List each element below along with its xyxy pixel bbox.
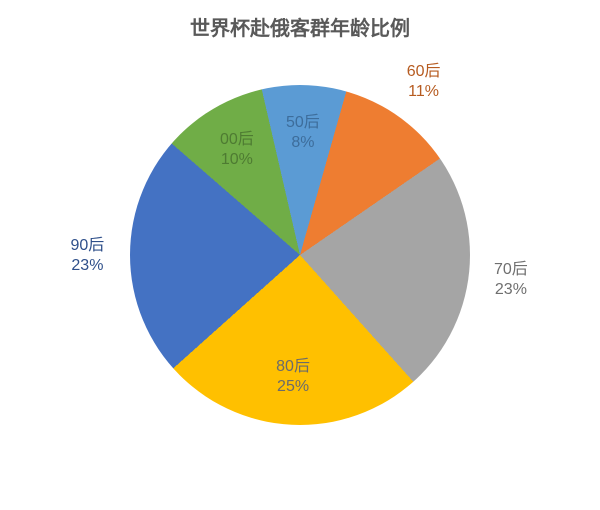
slice-label: 70后23% <box>494 260 528 300</box>
slice-label: 90后23% <box>71 236 105 276</box>
slice-value: 23% <box>71 256 105 276</box>
slice-name: 70后 <box>494 260 528 280</box>
slice-name: 90后 <box>71 236 105 256</box>
chart-title: 世界杯赴俄客群年龄比例 <box>0 12 600 41</box>
pie-wrap <box>130 85 470 425</box>
slice-name: 60后 <box>407 62 441 82</box>
pie <box>130 85 470 425</box>
pie-chart-container: 世界杯赴俄客群年龄比例 50后8%60后11%70后23%80后25%90后23… <box>0 0 600 510</box>
slice-value: 23% <box>494 280 528 300</box>
